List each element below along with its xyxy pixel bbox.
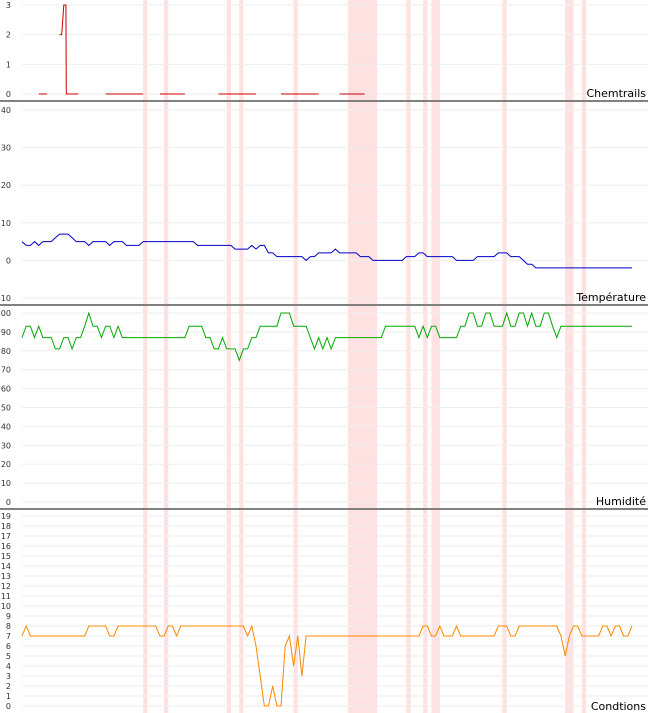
highlight-band — [164, 0, 169, 100]
series-line — [21, 233, 632, 269]
y-tick-label: 2 — [6, 682, 11, 691]
y-tick-label: 14 — [1, 562, 11, 571]
highlight-band — [502, 510, 507, 713]
y-tick-label: 18 — [1, 522, 11, 531]
y-tick-label: 10 — [1, 602, 11, 611]
y-tick-label: 1 — [6, 60, 11, 69]
series-line — [21, 624, 633, 707]
highlight-band — [431, 0, 440, 100]
panel-title: Condtions — [591, 700, 646, 713]
y-tick-label: 12 — [1, 582, 11, 591]
y-tick-label: 19 — [1, 512, 11, 521]
y-tick-label: 40 — [1, 422, 11, 431]
highlight-band — [143, 510, 148, 713]
y-tick-label: 30 — [1, 441, 11, 450]
y-tick-label: 30 — [1, 144, 11, 153]
y-tick-label: 2 — [6, 31, 11, 40]
y-tick-label: 0 — [6, 498, 11, 507]
highlight-band — [226, 102, 231, 304]
y-tick-label: 16 — [1, 542, 11, 551]
highlight-band — [239, 0, 244, 100]
highlight-band — [347, 102, 378, 304]
y-tick-label: 0 — [6, 702, 11, 711]
highlight-band — [347, 510, 378, 713]
highlight-band — [581, 102, 587, 304]
y-tick-label: 5 — [6, 652, 11, 661]
highlight-band — [293, 102, 298, 304]
highlight-band — [565, 102, 574, 304]
panel-title: Humidité — [596, 495, 646, 508]
y-tick-label: 13 — [1, 572, 11, 581]
highlight-band — [164, 102, 169, 304]
y-tick-label: 20 — [1, 460, 11, 469]
highlight-band — [239, 510, 244, 713]
y-tick-label: 70 — [1, 366, 11, 375]
chart-panel: 0 10 20 30 40 50 60 70 80 90 100 Humidité — [0, 306, 648, 510]
panel-title: Température — [575, 291, 646, 304]
highlight-band — [347, 0, 378, 100]
y-tick-label: 11 — [1, 592, 11, 601]
highlight-band — [293, 0, 298, 100]
y-tick-label: 8 — [6, 622, 11, 631]
panel-title: Chemtrails — [586, 87, 646, 100]
highlight-band — [293, 510, 298, 713]
highlight-band — [406, 102, 411, 304]
y-tick-label: 10 — [1, 479, 11, 488]
chart-panel: -10 0 10 20 30 40 Température — [0, 102, 648, 306]
highlight-band — [431, 102, 440, 304]
highlight-band — [502, 0, 507, 100]
highlight-band — [143, 102, 148, 304]
highlight-band — [423, 102, 428, 304]
y-tick-label: -10 — [0, 294, 11, 303]
y-tick-label: 9 — [6, 612, 11, 621]
y-tick-label: 20 — [1, 181, 11, 190]
highlight-band — [423, 510, 428, 713]
y-tick-label: 10 — [1, 219, 11, 228]
highlight-band — [565, 510, 574, 713]
y-tick-label: 60 — [1, 385, 11, 394]
y-tick-label: 7 — [6, 632, 11, 641]
series-line — [21, 311, 632, 362]
y-tick-label: 80 — [1, 347, 11, 356]
y-tick-label: 50 — [1, 404, 11, 413]
highlight-band — [581, 0, 587, 100]
highlight-band — [581, 510, 587, 713]
highlight-band — [164, 510, 169, 713]
y-tick-label: 0 — [6, 90, 11, 99]
highlight-band — [431, 510, 440, 713]
highlight-band — [406, 0, 411, 100]
highlight-band — [423, 0, 428, 100]
y-tick-label: 6 — [6, 642, 11, 651]
series-line — [59, 4, 79, 95]
y-tick-label: 3 — [6, 1, 11, 10]
y-tick-label: 100 — [0, 309, 11, 318]
y-tick-label: 17 — [1, 532, 11, 541]
y-tick-label: 90 — [1, 328, 11, 337]
highlight-band — [502, 102, 507, 304]
y-tick-label: 15 — [1, 552, 11, 561]
highlight-band — [239, 102, 244, 304]
y-tick-label: 3 — [6, 672, 11, 681]
highlight-band — [226, 510, 231, 713]
highlight-band — [143, 0, 148, 100]
chart-panel: 0 1 2 3 Chemtrails — [0, 0, 648, 102]
highlight-band — [406, 510, 411, 713]
highlight-band — [565, 0, 574, 100]
y-tick-label: 40 — [1, 106, 11, 115]
y-tick-label: 4 — [6, 662, 11, 671]
y-tick-label: 1 — [6, 692, 11, 701]
y-tick-label: 0 — [6, 256, 11, 265]
highlight-band — [226, 0, 231, 100]
